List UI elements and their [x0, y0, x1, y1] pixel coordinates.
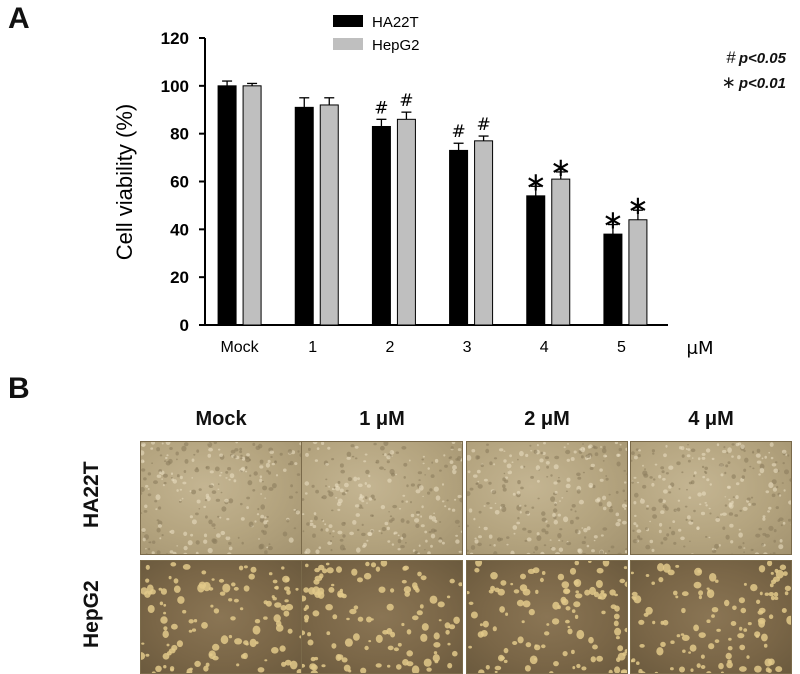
- hash-symbol: #: [726, 48, 736, 67]
- cell-texture: [141, 562, 301, 673]
- significance-asterisk: ∗: [602, 206, 624, 236]
- legend-label-hepg2: HepG2: [372, 37, 420, 54]
- micrograph-ha22t-mock: [140, 441, 302, 555]
- bar-ha22t-4: [526, 195, 546, 326]
- row-header-hepg2: HepG2: [80, 580, 103, 648]
- y-tick-label: 40: [170, 220, 189, 239]
- bar-ha22t-2: [371, 125, 391, 326]
- bar-ha22t-3: [449, 149, 469, 326]
- micrograph-hepg2-4um: [630, 560, 792, 674]
- bar-chart: 0 20 40 60 80 100 120 Cell viability (%) Mock 1 2 #…: [112, 14, 714, 359]
- significance-hash: #: [399, 91, 413, 111]
- bar-hepg2-5: [628, 219, 648, 326]
- p-value-text: p<0.01: [738, 75, 786, 92]
- significance-asterisk: ∗: [550, 153, 572, 183]
- row-header-ha22t: HA22T: [80, 461, 103, 528]
- y-tick-label: 80: [170, 125, 189, 144]
- micrograph-hepg2-1um: [301, 560, 463, 674]
- cell-texture: [302, 442, 462, 554]
- panel-a-label: A: [8, 2, 30, 35]
- significance-asterisk: ∗: [525, 167, 547, 197]
- panel-b-label: B: [8, 372, 30, 405]
- bar-hepg2-3: [474, 140, 494, 326]
- legend-swatch-hepg2: [333, 38, 363, 50]
- p-value-text: p<0.05: [738, 50, 786, 67]
- cell-texture: [467, 442, 627, 554]
- cell-texture: [141, 442, 301, 554]
- column-header-mock: Mock: [195, 408, 247, 430]
- significance-asterisk: ∗: [627, 191, 649, 221]
- column-header-1um: 1 μM: [359, 408, 405, 430]
- bar-hepg2-1: [319, 104, 339, 326]
- micrograph-ha22t-4um: [630, 441, 792, 555]
- asterisk-symbol: ∗: [721, 73, 736, 92]
- bar-ha22t-mock: [217, 85, 237, 326]
- significance-note-1: # p<0.05: [726, 48, 786, 68]
- bar-hepg2-mock: [242, 85, 262, 326]
- x-tick-label: 3: [463, 339, 472, 356]
- x-tick-label: 5: [617, 339, 626, 356]
- x-tick-label: Mock: [220, 339, 259, 356]
- significance-note-2: ∗ p<0.01: [722, 73, 786, 93]
- bar-ha22t-1: [294, 106, 314, 326]
- significance-hash: #: [476, 115, 490, 135]
- y-tick-label: 60: [170, 173, 189, 192]
- micrograph-hepg2-2um: [466, 560, 628, 674]
- x-tick-label: 2: [385, 339, 394, 356]
- micrograph-ha22t-1um: [301, 441, 463, 555]
- y-tick-label: 0: [180, 316, 189, 335]
- y-axis-label: Cell viability (%): [112, 104, 137, 260]
- micrograph-ha22t-2um: [466, 441, 628, 555]
- x-tick-label: 1: [308, 339, 317, 356]
- cell-texture: [631, 561, 791, 673]
- cell-texture: [467, 561, 627, 673]
- y-tick-label: 100: [161, 77, 189, 96]
- cell-texture: [302, 561, 462, 673]
- column-header-2um: 2 μM: [524, 408, 570, 430]
- micrograph-hepg2-mock: [140, 560, 302, 674]
- significance-hash: #: [374, 98, 388, 118]
- significance-hash: #: [451, 122, 465, 142]
- bar-hepg2-2: [396, 118, 416, 326]
- column-header-4um: 4 μM: [688, 408, 734, 430]
- bar-ha22t-5: [603, 233, 623, 326]
- x-unit-label: μM: [687, 338, 714, 359]
- cell-texture: [631, 442, 791, 554]
- legend-label-ha22t: HA22T: [372, 14, 419, 31]
- y-tick-label: 20: [170, 268, 189, 287]
- y-tick-label: 120: [161, 29, 189, 48]
- x-tick-label: 4: [540, 339, 549, 356]
- bar-hepg2-4: [551, 178, 571, 326]
- legend-swatch-ha22t: [333, 15, 363, 27]
